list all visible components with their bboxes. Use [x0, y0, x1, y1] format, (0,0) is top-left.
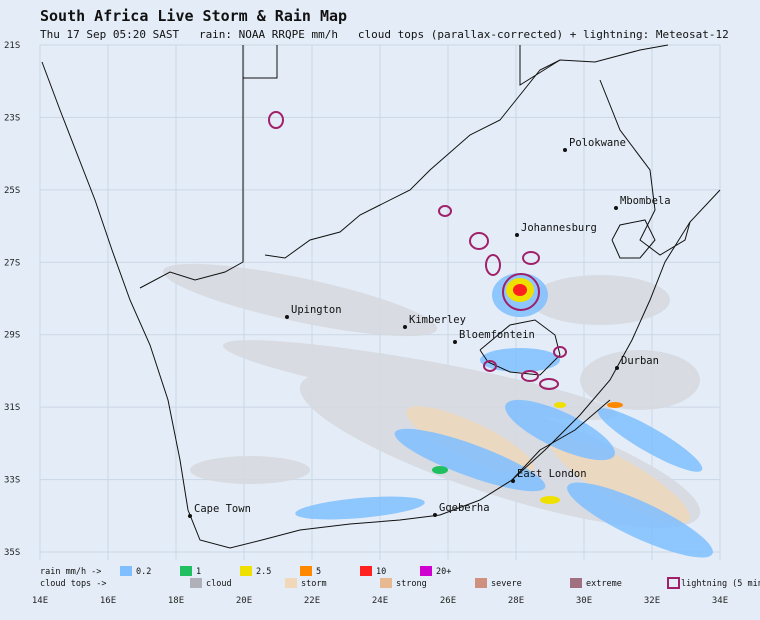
country-outlines: [41, 44, 721, 549]
city-label: Cape Town: [194, 503, 251, 515]
subtitle: Thu 17 Sep 05:20 SAST rain: NOAA RRQPE m…: [40, 28, 729, 41]
rain-swatch: [300, 566, 312, 576]
lon-label: 28E: [508, 596, 524, 606]
rain-legend-item: 1: [196, 567, 201, 577]
city-label: Durban: [621, 355, 659, 367]
cloud-swatch: [380, 578, 392, 588]
rain-swatch: [120, 566, 132, 576]
lon-label: 26E: [440, 596, 456, 606]
city-label: Bloemfontein: [459, 329, 535, 341]
city-label: Kimberley: [409, 314, 466, 326]
city-label: Gqeberha: [439, 502, 490, 514]
city-dot: [615, 366, 619, 370]
rain-swatch: [360, 566, 372, 576]
city-label: East London: [517, 468, 587, 480]
city-label: Upington: [291, 304, 342, 316]
city-label: Mbombela: [620, 195, 671, 207]
lightning-swatch: [667, 577, 680, 589]
lat-label: 35S: [4, 548, 20, 558]
lon-label: 34E: [712, 596, 728, 606]
lon-label: 16E: [100, 596, 116, 606]
grid: [39, 44, 721, 560]
cloud-swatch: [570, 578, 582, 588]
rain-legend-item: 10: [376, 567, 386, 577]
city-label: Polokwane: [569, 137, 626, 149]
rain-legend-label: rain mm/h ->: [40, 567, 101, 577]
lightning-legend: lightning (5 min: [681, 579, 760, 589]
cloud-swatch: [190, 578, 202, 588]
cloud-legend-item: extreme: [586, 579, 622, 589]
city-dot: [515, 233, 519, 237]
cloud-legend-item: strong: [396, 579, 427, 589]
city-dot: [433, 513, 437, 517]
cloud-legend-item: storm: [301, 579, 327, 589]
lon-label: 14E: [32, 596, 48, 606]
city-dot: [403, 325, 407, 329]
city-dot: [511, 479, 515, 483]
lat-label: 33S: [4, 476, 20, 486]
lat-label: 21S: [4, 41, 20, 51]
cloud-legend-item: severe: [491, 579, 522, 589]
cloud-legend-label: cloud tops ->: [40, 579, 107, 589]
title: South Africa Live Storm & Rain Map: [40, 7, 347, 25]
rain-legend-item: 0.2: [136, 567, 151, 577]
lon-label: 20E: [236, 596, 252, 606]
rain-swatch: [420, 566, 432, 576]
lat-label: 29S: [4, 331, 20, 341]
city-dot: [188, 514, 192, 518]
lightning: [268, 111, 567, 390]
rain-swatch: [180, 566, 192, 576]
city-dot: [563, 148, 567, 152]
cloud-swatch: [475, 578, 487, 588]
rain-swatch: [240, 566, 252, 576]
heavy-rain: [432, 278, 623, 504]
lon-label: 18E: [168, 596, 184, 606]
city-dot: [453, 340, 457, 344]
lon-label: 22E: [304, 596, 320, 606]
lon-label: 30E: [576, 596, 592, 606]
rain-legend-item: 20+: [436, 567, 451, 577]
rain-legend-item: 2.5: [256, 567, 271, 577]
lat-label: 31S: [4, 403, 20, 413]
lat-label: 25S: [4, 186, 20, 196]
lon-label: 24E: [372, 596, 388, 606]
cloud-swatch: [285, 578, 297, 588]
rain-legend-item: 5: [316, 567, 321, 577]
lon-label: 32E: [644, 596, 660, 606]
lat-label: 27S: [4, 258, 20, 268]
cloud-legend-item: cloud: [206, 579, 232, 589]
city-dot: [614, 206, 618, 210]
lat-label: 23S: [4, 113, 20, 123]
city-dot: [285, 315, 289, 319]
city-label: Johannesburg: [521, 222, 597, 234]
